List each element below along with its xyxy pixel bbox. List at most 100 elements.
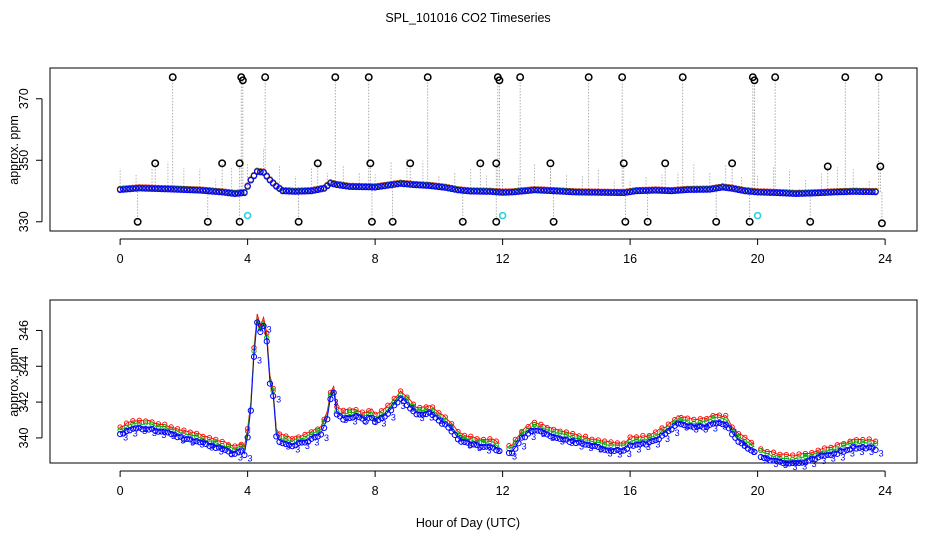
top-point-blue [639, 187, 647, 195]
top-point-blue [591, 189, 599, 196]
top-point-blue [352, 183, 360, 191]
top-point-blue [773, 189, 780, 197]
bottom-point-label-blue: 3 [840, 452, 845, 462]
bottom-point-blue [212, 444, 219, 452]
bottom-point-green [614, 442, 621, 449]
top-point-blue [445, 185, 452, 192]
top-outlier-high [331, 73, 340, 82]
top-point-blue [783, 190, 790, 197]
bottom-point-blue [368, 414, 376, 421]
bottom-point-blue [693, 423, 701, 430]
bottom-point-label-blue: 3 [684, 423, 689, 433]
top-point-blue [598, 189, 605, 196]
bottom-point-green [506, 446, 512, 452]
top-point-blue [241, 189, 248, 197]
top-x-tick-label: 4 [244, 252, 251, 266]
bottom-point-blue [343, 414, 350, 422]
bottom-point-blue [789, 459, 796, 467]
bottom-point-red [168, 424, 174, 430]
bottom-point-red [608, 439, 614, 445]
bottom-point-blue [238, 447, 245, 454]
bottom-point-blue [234, 448, 242, 455]
bottom-point-label-blue: 3 [286, 442, 291, 452]
top-point-blue [818, 189, 825, 197]
bottom-point-blue [550, 433, 557, 441]
bottom-point-green [703, 418, 710, 424]
top-outlier-mid [235, 159, 244, 168]
bottom-point-blue [289, 443, 296, 450]
top-point-blue [754, 188, 761, 196]
bottom-point-blue [767, 457, 774, 464]
bottom-point-red [684, 415, 691, 421]
bottom-point-blue [461, 438, 468, 446]
figure-title: SPL_101016 CO2 Timeseries [385, 11, 550, 25]
bottom-point-green [557, 430, 563, 436]
top-point-blue [719, 184, 726, 191]
bottom-point-blue [697, 422, 704, 430]
bottom-point-blue [840, 448, 847, 455]
top-outlier-low [367, 217, 376, 226]
bottom-point-blue [314, 433, 321, 440]
bottom-point-label-blue: 3 [420, 413, 425, 423]
top-point-blue [253, 168, 261, 175]
top-point-blue [151, 185, 159, 193]
bottom-point-blue [276, 438, 283, 446]
bottom-point-red [289, 436, 295, 442]
bottom-y-tick-label: 342 [17, 392, 31, 413]
bottom-point-label-blue: 3 [793, 462, 798, 472]
bottom-point-label-blue: 3 [133, 429, 138, 439]
top-outlier-high [584, 73, 593, 82]
top-point-blue [763, 189, 771, 196]
top-outlier-low [621, 217, 630, 226]
top-outlier-high [841, 73, 850, 82]
top-point-blue [419, 182, 427, 189]
top-point-blue [177, 186, 184, 193]
top-point-blue [470, 188, 478, 195]
top-point-blue [677, 187, 685, 194]
bottom-point-blue [598, 445, 605, 452]
bottom-point-blue [295, 439, 302, 447]
bottom-y-tick-label: 344 [17, 356, 31, 377]
bottom-point-red [697, 416, 703, 422]
top-point-blue [142, 185, 149, 192]
bottom-point-blue [582, 441, 589, 448]
top-point-blue [346, 183, 353, 190]
top-point-blue [225, 189, 232, 197]
bottom-point-blue [467, 441, 474, 448]
bottom-point-blue [400, 398, 407, 405]
top-point-blue [161, 185, 169, 193]
bottom-point-blue [655, 436, 662, 443]
bottom-point-blue [678, 421, 685, 428]
bottom-point-blue [795, 459, 803, 467]
top-point-blue [282, 187, 290, 195]
top-point-blue [422, 182, 430, 189]
bottom-point-red [796, 451, 802, 457]
bottom-point-blue [534, 427, 541, 434]
top-y-tick-label: 350 [17, 150, 31, 171]
bottom-point-label-blue: 3 [617, 449, 622, 459]
bottom-point-green [334, 408, 340, 415]
bottom-x-tick-label: 12 [496, 484, 510, 498]
top-outlier-low [712, 217, 721, 226]
bottom-point-blue [815, 454, 822, 461]
top-point-blue [645, 187, 653, 194]
top-point-blue [760, 189, 768, 196]
bottom-point-label-blue: 3 [732, 427, 737, 437]
bottom-point-blue [365, 414, 372, 421]
bottom-point-blue [636, 441, 643, 448]
bottom-point-label-blue: 3 [879, 448, 884, 458]
bottom-point-blue [652, 437, 659, 444]
top-point-blue [550, 187, 557, 195]
top-point-blue [196, 187, 204, 194]
bottom-point-blue [684, 423, 691, 430]
bottom-point-red [359, 409, 366, 415]
top-point-blue [339, 182, 347, 190]
x-axis-label: Hour of Day (UTC) [416, 516, 520, 530]
top-point-blue [343, 183, 350, 190]
bottom-point-blue [308, 435, 315, 442]
top-point-blue [741, 187, 749, 195]
top-point-blue [483, 188, 490, 195]
bottom-point-green [691, 420, 697, 426]
bottom-point-red [461, 432, 468, 439]
bottom-point-blue [751, 448, 758, 456]
